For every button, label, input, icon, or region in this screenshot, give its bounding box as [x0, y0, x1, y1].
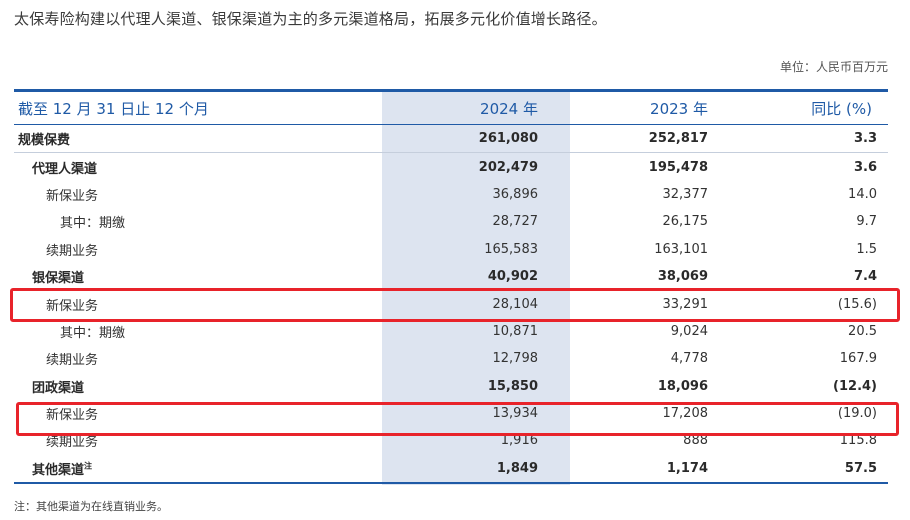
table-row: 续期业务 12,798 4,778 167.9: [14, 345, 888, 372]
cell-yoy: 20.5: [848, 323, 877, 339]
cell-yoy: 1.5: [856, 241, 877, 257]
row-label: 银保渠道: [32, 271, 85, 287]
premium-table: 截至 12 月 31 日止 12 个月 2024 年 2023 年 同比 (%)…: [14, 89, 888, 485]
table-row: 团政渠道 15,850 18,096 (12.4): [14, 373, 888, 400]
table-row: 其他渠道注 1,849 1,174 57.5: [14, 455, 888, 485]
cell-2024: 36,896: [492, 186, 539, 202]
cell-2024: 28,727: [492, 214, 539, 230]
row-label: 团政渠道: [32, 380, 85, 396]
row-label: 续期业务: [46, 353, 99, 369]
cell-2023: 888: [683, 433, 708, 449]
footnote: 注：其他渠道为在线直销业务。: [14, 500, 168, 513]
cell-2024: 202,479: [478, 159, 538, 175]
row-label: 新保业务: [46, 298, 99, 314]
header-2024: 2024 年: [480, 99, 538, 118]
cell-yoy: 3.6: [853, 159, 877, 175]
cell-2023: 195,478: [648, 159, 708, 175]
table-row: 代理人渠道 202,479 195,478 3.6: [14, 153, 888, 180]
cell-yoy: 3.3: [853, 131, 877, 147]
cell-2023: 4,778: [670, 351, 708, 367]
table-row: 新保业务 36,896 32,377 14.0: [14, 181, 888, 208]
row-label: 规模保费: [18, 133, 71, 149]
cell-yoy: 14.0: [848, 186, 877, 202]
cell-2024: 40,902: [487, 269, 538, 285]
cell-2023: 38,069: [657, 269, 708, 285]
cell-2024: 15,850: [487, 378, 538, 394]
cell-2023: 9,024: [670, 323, 708, 339]
cell-yoy: 9.7: [856, 214, 877, 230]
cell-2024: 261,080: [478, 131, 538, 147]
cell-2023: 18,096: [657, 378, 708, 394]
cell-2024: 13,934: [492, 406, 539, 422]
cell-2024: 28,104: [492, 296, 539, 312]
table-row: 新保业务 13,934 17,208 (19.0): [14, 400, 888, 427]
cell-2024: 10,871: [492, 323, 539, 339]
cell-2024: 1,916: [500, 433, 538, 449]
row-label: 续期业务: [46, 435, 99, 451]
table-header: 截至 12 月 31 日止 12 个月 2024 年 2023 年 同比 (%): [14, 89, 888, 125]
cell-2024: 1,849: [496, 460, 538, 476]
cell-yoy: (19.0): [837, 406, 877, 422]
row-label: 新保业务: [46, 408, 99, 424]
intro-text: 太保寿险构建以代理人渠道、银保渠道为主的多元渠道格局，拓展多元化价值增长路径。: [14, 10, 607, 28]
header-period: 截至 12 月 31 日止 12 个月: [18, 99, 209, 118]
row-label-text: 其他渠道: [32, 462, 85, 478]
cell-2023: 26,175: [662, 214, 709, 230]
table-row: 规模保费 261,080 252,817 3.3: [14, 125, 888, 154]
cell-2023: 32,377: [662, 186, 709, 202]
cell-yoy: (15.6): [837, 296, 877, 312]
cell-yoy: (12.4): [833, 378, 877, 394]
table-row: 银保渠道 40,902 38,069 7.4: [14, 263, 888, 290]
row-label: 其中：期缴: [60, 216, 126, 232]
cell-2023: 17,208: [662, 406, 709, 422]
cell-2023: 33,291: [662, 296, 709, 312]
cell-2024: 165,583: [484, 241, 538, 257]
footnote-marker: 注: [84, 461, 93, 471]
cell-yoy: 167.9: [839, 351, 877, 367]
row-label: 续期业务: [46, 243, 99, 259]
cell-yoy: 7.4: [853, 269, 877, 285]
header-2023: 2023 年: [650, 99, 708, 118]
highlight-column-2024: [382, 89, 570, 485]
row-label: 新保业务: [46, 188, 99, 204]
row-label: 代理人渠道: [32, 161, 98, 177]
table-row: 其中：期缴 28,727 26,175 9.7: [14, 208, 888, 235]
cell-2024: 12,798: [492, 351, 539, 367]
table-row: 续期业务 165,583 163,101 1.5: [14, 236, 888, 263]
table-row: 新保业务 28,104 33,291 (15.6): [14, 290, 888, 317]
table-row: 其中：期缴 10,871 9,024 20.5: [14, 318, 888, 345]
header-yoy: 同比 (%): [811, 99, 872, 118]
row-label: 其他渠道注: [32, 459, 92, 478]
cell-yoy: 57.5: [844, 460, 877, 476]
row-label: 其中：期缴: [60, 325, 126, 341]
cell-2023: 163,101: [654, 241, 708, 257]
unit-label: 单位：人民币百万元: [779, 60, 888, 74]
cell-2023: 252,817: [648, 131, 708, 147]
cell-2023: 1,174: [666, 460, 708, 476]
annotation-box-bancassurance-new: [10, 288, 900, 322]
annotation-box-group-new: [16, 402, 899, 436]
cell-yoy: 115.8: [839, 433, 877, 449]
table-row: 续期业务 1,916 888 115.8: [14, 427, 888, 454]
